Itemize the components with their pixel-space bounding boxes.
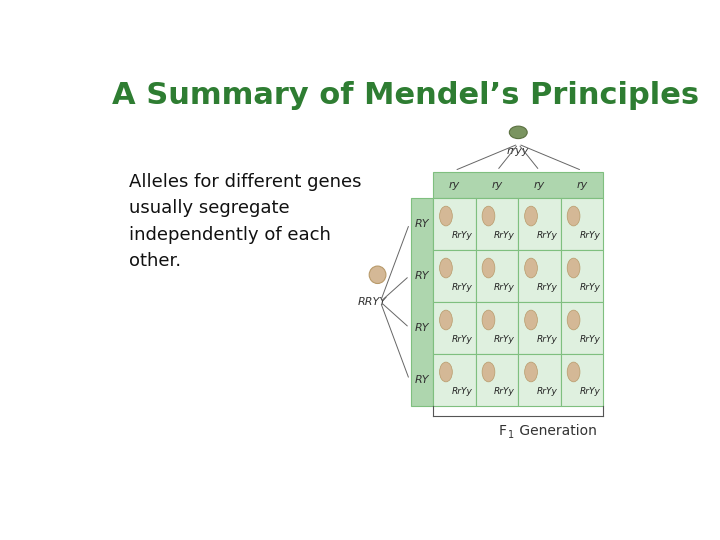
Ellipse shape — [482, 310, 495, 330]
Bar — [476, 198, 518, 250]
Text: RY: RY — [415, 219, 429, 229]
Ellipse shape — [525, 362, 537, 382]
Bar — [433, 198, 476, 250]
Text: A Summary of Mendel’s Principles: A Summary of Mendel’s Principles — [112, 82, 699, 111]
Bar — [433, 302, 476, 354]
Text: RrYy: RrYy — [536, 283, 557, 292]
Text: Alleles for different genes
usually segregate
independently of each
other.: Alleles for different genes usually segr… — [129, 173, 361, 270]
Bar — [411, 198, 433, 406]
Text: RrYy: RrYy — [580, 231, 600, 240]
Text: RrYy: RrYy — [494, 231, 515, 240]
Text: F: F — [499, 424, 507, 438]
Bar — [476, 354, 518, 406]
Bar — [518, 302, 561, 354]
Ellipse shape — [567, 206, 580, 226]
Text: ry: ry — [534, 180, 545, 190]
Ellipse shape — [525, 258, 537, 278]
Text: RrYy: RrYy — [451, 335, 472, 344]
Bar — [433, 172, 603, 198]
Bar — [518, 250, 561, 302]
Text: ry: ry — [491, 180, 503, 190]
Text: RY: RY — [415, 271, 429, 281]
Text: RrYy: RrYy — [494, 387, 515, 396]
Text: RY: RY — [415, 375, 429, 385]
Ellipse shape — [509, 126, 527, 139]
Ellipse shape — [482, 206, 495, 226]
Text: ry: ry — [577, 180, 588, 190]
Ellipse shape — [439, 258, 452, 278]
Bar — [476, 302, 518, 354]
Text: Generation: Generation — [516, 424, 598, 438]
Ellipse shape — [439, 206, 452, 226]
Bar — [561, 302, 603, 354]
Text: RrYy: RrYy — [494, 335, 515, 344]
Bar — [518, 354, 561, 406]
Text: RrYy: RrYy — [494, 283, 515, 292]
Text: RrYy: RrYy — [536, 231, 557, 240]
Bar — [561, 198, 603, 250]
Text: RrYy: RrYy — [451, 387, 472, 396]
Ellipse shape — [567, 310, 580, 330]
Ellipse shape — [439, 362, 452, 382]
Ellipse shape — [567, 258, 580, 278]
Bar — [476, 250, 518, 302]
Text: RRYY: RRYY — [358, 297, 387, 307]
Text: RY: RY — [415, 323, 429, 333]
Ellipse shape — [482, 258, 495, 278]
Bar — [518, 198, 561, 250]
Ellipse shape — [439, 310, 452, 330]
Bar — [561, 354, 603, 406]
Text: rryy: rryy — [507, 146, 529, 156]
Text: RrYy: RrYy — [536, 387, 557, 396]
Ellipse shape — [369, 266, 386, 284]
Text: RrYy: RrYy — [451, 231, 472, 240]
Ellipse shape — [525, 206, 537, 226]
Text: 1: 1 — [508, 430, 514, 440]
Bar — [561, 250, 603, 302]
Bar — [433, 354, 476, 406]
Text: RrYy: RrYy — [580, 283, 600, 292]
Text: RrYy: RrYy — [536, 335, 557, 344]
Text: ry: ry — [449, 180, 460, 190]
Ellipse shape — [525, 310, 537, 330]
Bar — [433, 250, 476, 302]
Text: RrYy: RrYy — [580, 335, 600, 344]
Ellipse shape — [482, 362, 495, 382]
Text: RrYy: RrYy — [451, 283, 472, 292]
Ellipse shape — [567, 362, 580, 382]
Text: RrYy: RrYy — [580, 387, 600, 396]
